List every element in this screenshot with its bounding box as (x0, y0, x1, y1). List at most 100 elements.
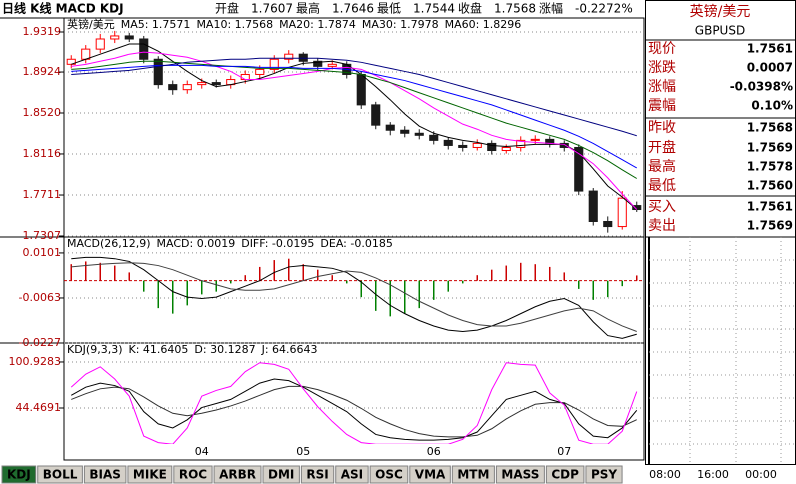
indicator-line (71, 378, 638, 441)
candle-body (588, 190, 598, 222)
tab-label[interactable]: BIAS (89, 468, 121, 482)
tab[interactable] (451, 465, 495, 484)
tab-label[interactable]: BOLL (43, 468, 78, 482)
tab[interactable] (409, 465, 451, 484)
time-label: 16:00 (697, 468, 729, 481)
quote-value: 1.7569 (747, 219, 793, 233)
legend-entry: MA10: 1.7568 (196, 18, 273, 31)
quote-label: 最高 (648, 158, 676, 175)
y-tick-label: -0.0227 (19, 336, 61, 349)
indicator-line (71, 57, 637, 137)
tab[interactable] (37, 465, 83, 484)
tab-label[interactable]: MIKE (133, 468, 167, 482)
quote-rows: 现价 1.7561 涨跌 0.0007 涨幅 -0.0398% 震幅 0.10% 昨收 1.756… (648, 41, 793, 481)
tab-label[interactable]: CDP (551, 468, 579, 482)
tab-label[interactable]: PSY (591, 468, 617, 482)
tab[interactable] (300, 465, 335, 484)
panel-title: KDJ(9,3,3) (67, 343, 123, 356)
indicator-line (71, 385, 637, 438)
y-tick-label: 1.7711 (23, 188, 62, 201)
quote-label: 最低 (648, 178, 676, 194)
field-value: -0.2272% (575, 2, 633, 16)
field-label: 最高 (296, 1, 320, 16)
tab-label[interactable]: RSI (306, 468, 328, 482)
tab[interactable] (213, 465, 262, 484)
x-tick-label: 07 (557, 445, 571, 458)
indicator-tabs: KDJ BOLL BIAS MIKE ROC ARBR DMI RSI ASI OSC VMA MTM… (1, 465, 623, 484)
candle-body (182, 84, 192, 91)
field-label: 收盘 (458, 1, 482, 16)
candle-body (487, 142, 497, 152)
indicator-line (71, 51, 638, 210)
quote-value: 1.7578 (747, 160, 793, 174)
tab-label[interactable]: MTM (457, 468, 489, 482)
tab-label[interactable]: MASS (501, 468, 539, 482)
candle-body (559, 142, 569, 148)
field-value: 1.7646 (332, 2, 374, 16)
legend-entry: MA5: 1.7571 (121, 18, 191, 31)
y-tick-label: 44.4691 (16, 401, 62, 414)
candle-body (327, 63, 337, 67)
tab[interactable] (495, 465, 545, 484)
legend-entry: DIFF: -0.0195 (241, 237, 314, 250)
tab-label[interactable]: OSC (375, 468, 403, 482)
quote-value: 0.10% (751, 99, 793, 113)
indicator-line (71, 256, 637, 339)
candle-body (240, 73, 250, 81)
tab[interactable] (173, 465, 213, 484)
tab[interactable] (545, 465, 585, 484)
y-tick-label: 1.8924 (23, 65, 62, 78)
candle-body (356, 73, 366, 106)
indicator-line (71, 60, 638, 179)
candle-body (284, 53, 294, 60)
indicator-line (71, 43, 638, 210)
tab[interactable] (369, 465, 409, 484)
tab-label[interactable]: ROC (179, 468, 207, 482)
x-tick-label: 06 (427, 445, 441, 458)
quote-label: 震幅 (648, 98, 676, 114)
tab[interactable] (83, 465, 127, 484)
field-label: 涨幅 (539, 1, 563, 16)
tab[interactable] (1, 465, 37, 484)
candle-body (168, 84, 178, 91)
candle-body (197, 82, 207, 86)
tab-label[interactable]: ARBR (219, 468, 256, 482)
candle-body (81, 48, 91, 60)
tab-label[interactable]: KDJ (7, 468, 31, 482)
candle-body (501, 146, 511, 152)
field-value: 1.7544 (413, 2, 455, 16)
tab-label[interactable]: DMI (268, 468, 294, 482)
tab[interactable] (585, 465, 623, 484)
chart-frame (63, 17, 645, 461)
tab[interactable] (127, 465, 173, 484)
legend-entry: K: 41.6405 (129, 343, 189, 356)
x-tick-label: 05 (296, 445, 310, 458)
y-tick-label: 1.8520 (23, 106, 62, 119)
intraday-grid (648, 237, 796, 465)
quote-value: -0.0398% (730, 80, 793, 94)
quote-value: 1.7561 (747, 42, 793, 56)
legend-entry: MACD: 0.0019 (157, 237, 236, 250)
candle-body (153, 58, 163, 86)
quote-label: 涨跌 (648, 60, 676, 76)
field-label: 最低 (377, 2, 401, 16)
candle-body (617, 197, 627, 228)
y-tick-label: -0.0063 (19, 291, 61, 304)
legend-entry: J: 64.6643 (261, 343, 318, 356)
y-tick-label: 1.7307 (23, 229, 62, 242)
candle-body (371, 104, 381, 126)
tab[interactable] (262, 465, 300, 484)
view-modes: 日线 K线 MACD KDJ (2, 1, 124, 16)
tab-label[interactable]: VMA (415, 468, 446, 482)
candle-body (574, 146, 584, 192)
tab-label[interactable]: ASI (341, 468, 363, 482)
quote-label: 昨收 (648, 120, 676, 136)
quote-code: GBPUSD (695, 24, 745, 38)
candle-body (313, 60, 323, 67)
panel-title: MACD(26,12,9) (67, 237, 151, 250)
candle-body (95, 38, 105, 50)
tab[interactable] (335, 465, 369, 484)
legend-entry: DEA: -0.0185 (320, 237, 392, 250)
time-label: 08:00 (649, 468, 681, 481)
